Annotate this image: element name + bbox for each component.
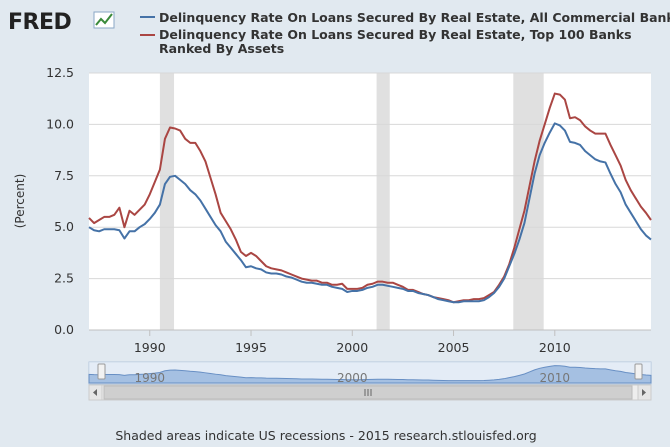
recession-band-1: [159, 73, 175, 330]
arrow-left-icon: [93, 389, 97, 396]
navigator-year-label: 2000: [337, 371, 368, 385]
legend: Delinquency Rate On Loans Secured By Rea…: [140, 10, 670, 56]
scrollbar-grip-icon: [364, 389, 372, 396]
series-lines: [88, 92, 652, 304]
x-tick-label: 1995: [235, 340, 267, 355]
y-tick-label: 2.5: [54, 271, 74, 286]
navigator-right-handle[interactable]: [634, 363, 643, 380]
x-tick-label: 2000: [336, 340, 368, 355]
navigator-left-handle[interactable]: [97, 363, 106, 380]
footer-note: Shaded areas indicate US recessions - 20…: [115, 428, 536, 443]
y-tick-label: 0.0: [54, 322, 74, 337]
y-tick-label: 10.0: [46, 116, 74, 131]
legend-item-all-commercial-banks[interactable]: Delinquency Rate On Loans Secured By Rea…: [140, 10, 670, 25]
fred-logo[interactable]: FRED: [8, 10, 115, 35]
fred-logo-trend-icon: [95, 13, 113, 26]
legend-label-series-2-line-2: Ranked By Assets: [159, 41, 284, 56]
scrollbar[interactable]: [88, 384, 652, 401]
x-tick-label: 1990: [134, 340, 166, 355]
legend-label-series-2: Delinquency Rate On Loans Secured By Rea…: [159, 27, 636, 56]
y-tick-label: 5.0: [54, 219, 74, 234]
series-line-1[interactable]: [88, 122, 652, 304]
navigator-year-labels: 1990 2000 2010: [134, 371, 570, 385]
fred-logo-graph-icon: [93, 11, 115, 29]
y-axis-label: (Percent): [13, 174, 27, 229]
y-tick-label: 12.5: [46, 65, 74, 80]
x-tick-label: 2010: [539, 340, 571, 355]
y-tick-label: 7.5: [54, 168, 74, 183]
arrow-right-icon: [642, 389, 646, 396]
x-axis-ticks: 1990 1995 2000 2005 2010: [134, 330, 571, 355]
navigator-year-label: 2010: [540, 371, 571, 385]
recession-band-2: [376, 73, 390, 330]
series-line-2[interactable]: [88, 92, 652, 304]
navigator-year-label: 1990: [134, 371, 165, 385]
navigator-series-area: [88, 365, 652, 384]
y-axis-ticks: 0.0 2.5 5.0 7.5 10.0 12.5: [46, 65, 74, 337]
fred-logo-text: FRED: [8, 10, 71, 35]
legend-item-top-100-banks[interactable]: Delinquency Rate On Loans Secured By Rea…: [140, 27, 636, 56]
legend-label-series-1: Delinquency Rate On Loans Secured By Rea…: [159, 10, 670, 25]
x-tick-label: 2005: [438, 340, 470, 355]
navigator[interactable]: 1990 2000 2010: [88, 361, 652, 385]
legend-label-series-2-line-1: Delinquency Rate On Loans Secured By Rea…: [159, 27, 632, 42]
